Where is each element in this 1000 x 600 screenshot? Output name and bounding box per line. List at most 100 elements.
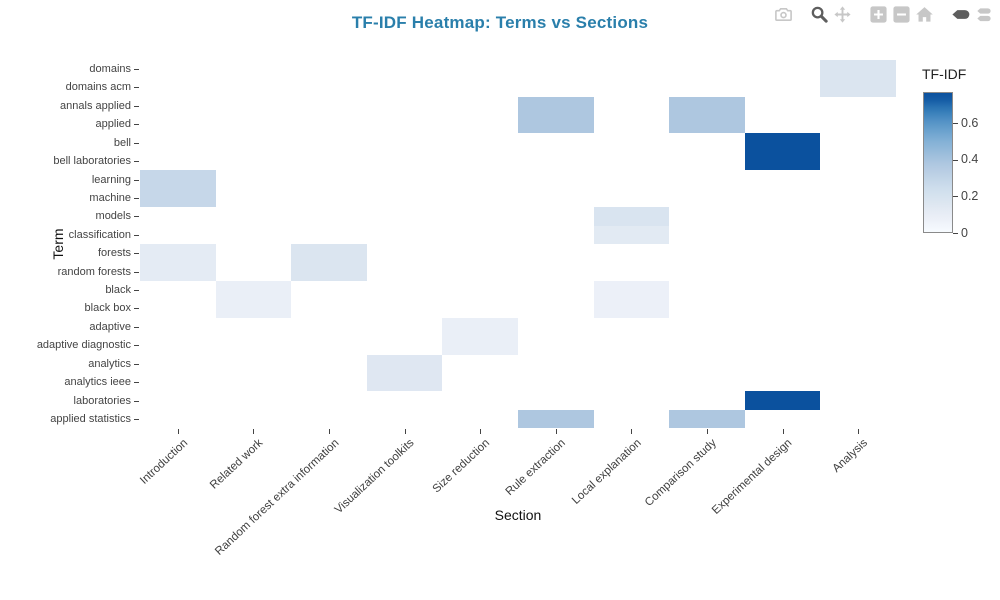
heatmap-cell <box>140 170 216 189</box>
y-tick-label: machine <box>89 191 131 204</box>
heatmap-cell <box>745 152 820 170</box>
x-tick-label: Local explanation <box>569 437 644 507</box>
heatmap-cell <box>518 115 594 133</box>
x-tick-label: Analysis <box>830 437 871 475</box>
heatmap-cell <box>216 299 291 318</box>
chart-title: TF-IDF Heatmap: Terms vs Sections <box>351 13 649 32</box>
y-tick-label: domains acm <box>65 81 131 94</box>
autoscale-home-icon[interactable] <box>915 5 934 24</box>
y-tick-mark <box>134 272 139 273</box>
y-tick-mark <box>134 308 139 309</box>
heatmap-cell <box>216 281 291 299</box>
y-tick-mark <box>134 364 139 365</box>
heatmap-cell <box>367 373 442 391</box>
heatmap-cell <box>669 410 745 428</box>
heatmap-cell <box>518 410 594 428</box>
hover-compare-icon[interactable] <box>974 5 993 24</box>
x-tick-mark <box>178 428 179 434</box>
y-tick-label: analytics <box>88 357 131 370</box>
x-tick-mark <box>707 428 708 434</box>
x-tick-label: Rule extraction <box>503 437 568 499</box>
y-tick-label: applied statistics <box>50 412 131 425</box>
colorbar-tick-mark <box>953 123 958 124</box>
heatmap-cell <box>442 336 518 355</box>
heatmap-cell <box>669 97 745 115</box>
y-tick-label: applied <box>95 118 131 131</box>
y-tick-mark <box>134 382 139 383</box>
colorbar-tick-label: 0 <box>961 225 968 240</box>
y-tick-mark <box>134 401 139 402</box>
y-tick-mark <box>134 235 139 236</box>
heatmap-cell <box>140 189 216 207</box>
colorbar-tick-mark <box>953 160 958 161</box>
colorbar-tick-label: 0.6 <box>961 115 979 130</box>
y-tick-mark <box>134 124 139 125</box>
heatmap-cell <box>140 262 216 281</box>
x-axis-title: Section <box>494 507 542 523</box>
y-tick-mark <box>134 106 139 107</box>
heatmap-cell <box>669 115 745 133</box>
y-tick-mark <box>134 345 139 346</box>
y-tick-label: learning <box>91 173 131 186</box>
camera-icon[interactable] <box>774 5 793 24</box>
colorbar-tick-mark <box>953 233 958 234</box>
y-tick-label: forests <box>97 247 131 260</box>
x-tick-label: Random forest extra information <box>212 437 342 558</box>
y-tick-label: random forests <box>57 265 131 278</box>
x-tick-label: Related work <box>208 437 266 492</box>
heatmap-cell <box>594 207 669 226</box>
y-tick-mark <box>134 198 139 199</box>
x-tick-label: Experimental design <box>710 437 795 517</box>
heatmap-cell <box>291 244 367 262</box>
y-tick-label: black box <box>84 302 131 315</box>
colorbar-gradient <box>923 92 953 233</box>
y-tick-mark <box>134 253 139 254</box>
y-tick-label: classification <box>68 228 131 241</box>
heatmap-cell <box>291 262 367 281</box>
colorbar-title: TF-IDF <box>922 66 967 82</box>
y-tick-label: adaptive <box>89 320 131 333</box>
y-tick-label: annals applied <box>60 99 131 112</box>
x-tick-mark <box>556 428 557 434</box>
y-tick-mark <box>134 419 139 420</box>
x-tick-mark <box>405 428 406 434</box>
x-tick-label: Size reduction <box>430 437 493 496</box>
zoom-out-icon[interactable] <box>892 5 911 24</box>
heatmap-cell <box>367 355 442 373</box>
y-tick-mark <box>134 161 139 162</box>
x-tick-mark <box>858 428 859 434</box>
heatmap-cell <box>442 318 518 336</box>
zoom-in-icon[interactable] <box>869 5 888 24</box>
heatmap-cell <box>745 391 820 410</box>
y-tick-label: black <box>105 284 131 297</box>
x-tick-mark <box>783 428 784 434</box>
colorbar-tick-label: 0.2 <box>961 188 979 203</box>
x-tick-mark <box>631 428 632 434</box>
y-tick-mark <box>134 327 139 328</box>
x-tick-label: Introduction <box>137 437 190 487</box>
x-tick-mark <box>329 428 330 434</box>
plotly-modebar <box>757 5 993 24</box>
colorbar-tick-label: 0.4 <box>961 152 979 167</box>
heatmap-cell <box>518 97 594 115</box>
y-tick-label: laboratories <box>73 394 131 407</box>
y-tick-mark <box>134 69 139 70</box>
pan-icon[interactable] <box>833 5 852 24</box>
y-tick-mark <box>134 216 139 217</box>
heatmap-cell <box>594 226 669 244</box>
y-axis-title: Term <box>50 228 66 260</box>
heatmap-cell <box>594 281 669 299</box>
x-tick-mark <box>480 428 481 434</box>
y-tick-label: analytics ieee <box>64 376 131 389</box>
hover-closest-icon[interactable] <box>951 5 970 24</box>
heatmap-cell <box>140 244 216 262</box>
heatmap-cell <box>820 60 896 78</box>
y-tick-label: domains <box>89 63 131 75</box>
y-tick-label: bell laboratories <box>53 155 131 168</box>
y-tick-label: adaptive diagnostic <box>36 339 131 352</box>
zoom-icon[interactable] <box>810 5 829 24</box>
heatmap-cell <box>594 299 669 318</box>
heatmap-cell <box>820 78 896 97</box>
heatmap-cell <box>745 133 820 152</box>
